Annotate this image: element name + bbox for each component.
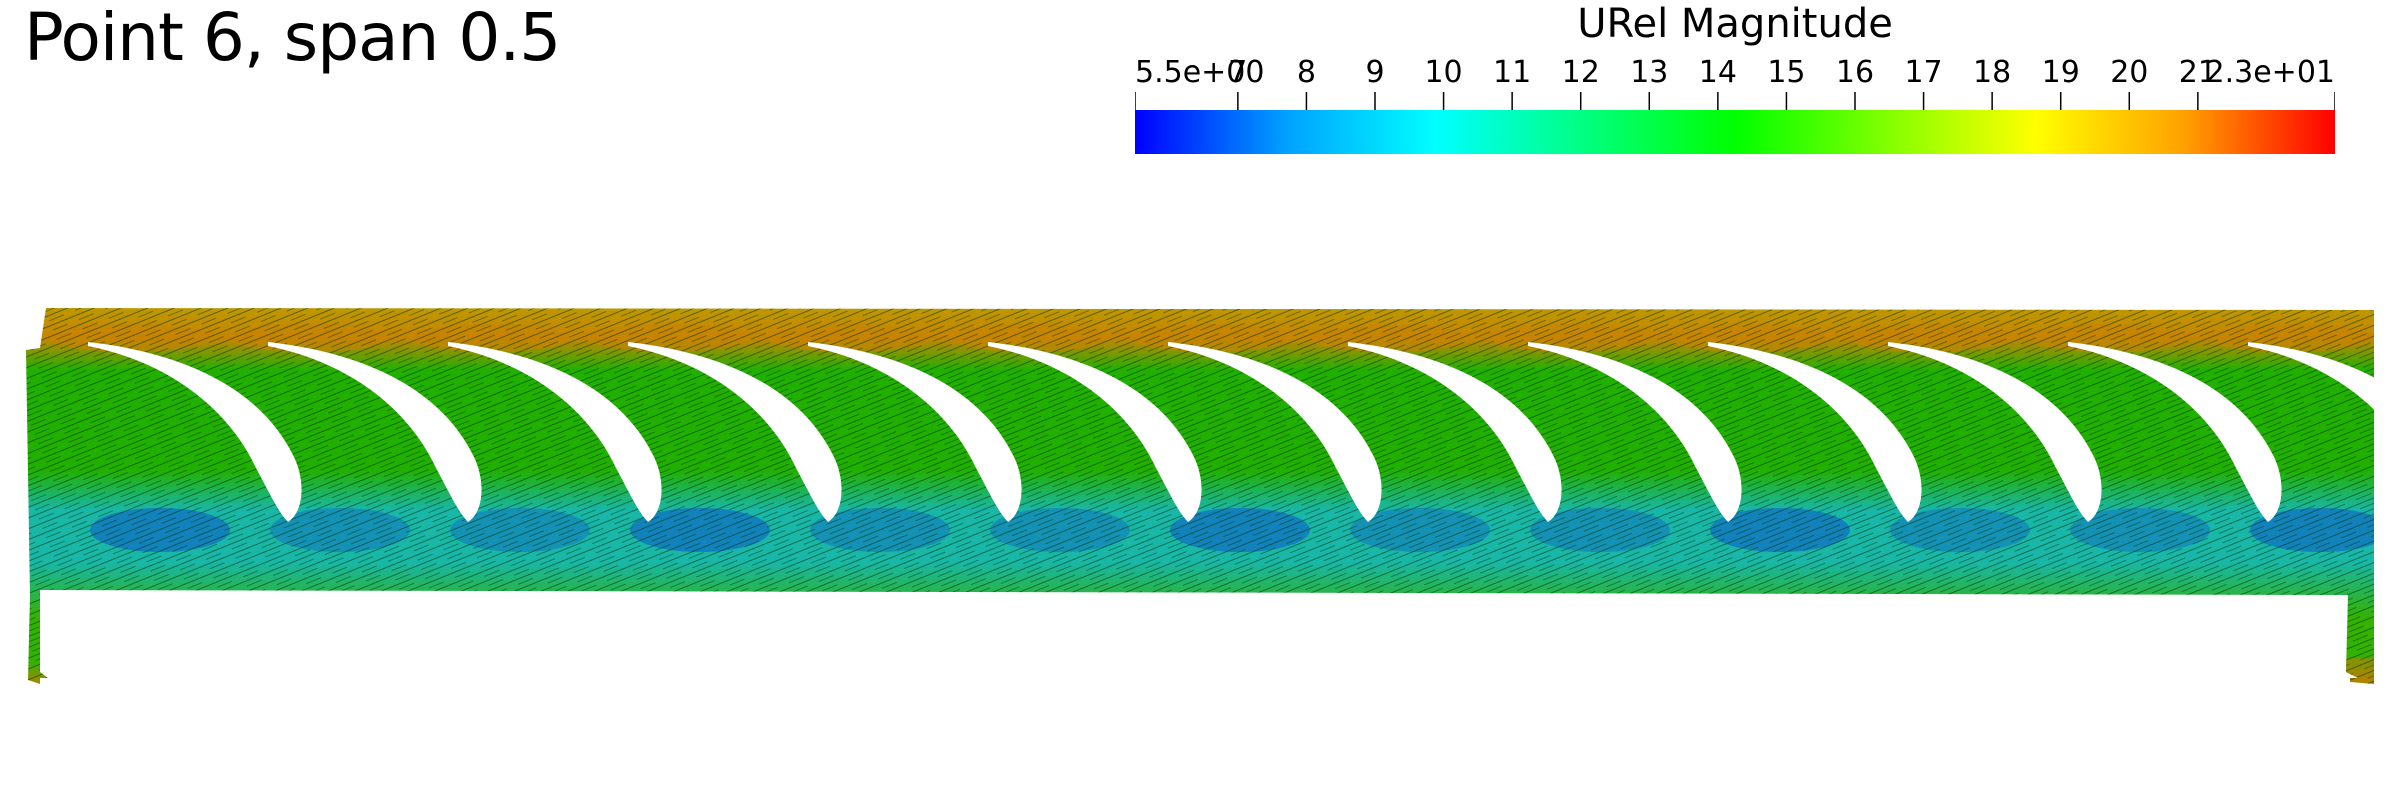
colorbar-tick-label: 2.3e+01 (2206, 55, 2335, 90)
colorbar-tick-label: 13 (1630, 55, 1668, 90)
blade-profile (448, 342, 662, 522)
colorbar-tick-label: 19 (2042, 55, 2080, 90)
high-velocity-region (1930, 658, 2070, 682)
plot-title: Point 6, span 0.5 (24, 0, 561, 76)
blade-profile (988, 342, 1202, 522)
high-velocity-region (850, 658, 990, 682)
blade-profile (1528, 342, 1742, 522)
colorbar-tick-label: 9 (1365, 55, 1384, 90)
high-velocity-region (130, 658, 270, 682)
colorbar-tick-label: 5.5e+00 (1135, 55, 1264, 90)
colorbar-tick-label: 16 (1836, 55, 1874, 90)
colorbar-tick-label: 12 (1562, 55, 1600, 90)
blade-profile (1888, 342, 2102, 522)
high-velocity-region (1750, 658, 1890, 682)
colorbar-tick-label: 20 (2110, 55, 2148, 90)
blade-profile (2248, 342, 2400, 441)
blade-profile (88, 342, 302, 522)
high-velocity-region (2110, 658, 2250, 682)
colorbar-tick-label: 18 (1973, 55, 2011, 90)
high-velocity-region (1030, 658, 1170, 682)
blade-profile (1348, 342, 1562, 522)
high-velocity-region (2290, 658, 2374, 682)
colorbar-tick-label: 7 (1228, 55, 1247, 90)
colorbar-tick-label: 10 (1424, 55, 1462, 90)
high-velocity-region (1570, 658, 1710, 682)
high-velocity-region (670, 658, 810, 682)
blade-profile (2068, 342, 2282, 522)
colorbar-title: URel Magnitude (1577, 1, 1893, 47)
colorbar-tick-label: 17 (1904, 55, 1942, 90)
colorbar-tick-label: 8 (1297, 55, 1316, 90)
high-velocity-region (1390, 658, 1530, 682)
blade-profile (808, 342, 1022, 522)
blade-profile (628, 342, 842, 522)
streamline-field (26, 308, 2400, 684)
colorbar-tick-label: 14 (1699, 55, 1737, 90)
colorbar-tick-label: 21 (2179, 55, 2217, 90)
blade-profile (268, 342, 482, 522)
high-velocity-region (490, 658, 630, 682)
colorbar-graphic: 5.5e+007 8 9 10 11 12 13 14 15 16 17 18 19 20 212.3e+0… (1135, 55, 2335, 154)
colorbar-tick-label: 15 (1767, 55, 1805, 90)
blade-profile (1708, 342, 1922, 522)
colorbar-gradient (1135, 110, 2335, 154)
colorbar: URel Magnitude 5.5e+00 7 8 9 10 11 12 13 14 15 16 1… (1135, 0, 2335, 170)
colorbar-tick-label: 11 (1493, 55, 1531, 90)
high-velocity-region (1210, 658, 1350, 682)
high-velocity-region (310, 658, 450, 682)
blade-profile (1168, 342, 1382, 522)
